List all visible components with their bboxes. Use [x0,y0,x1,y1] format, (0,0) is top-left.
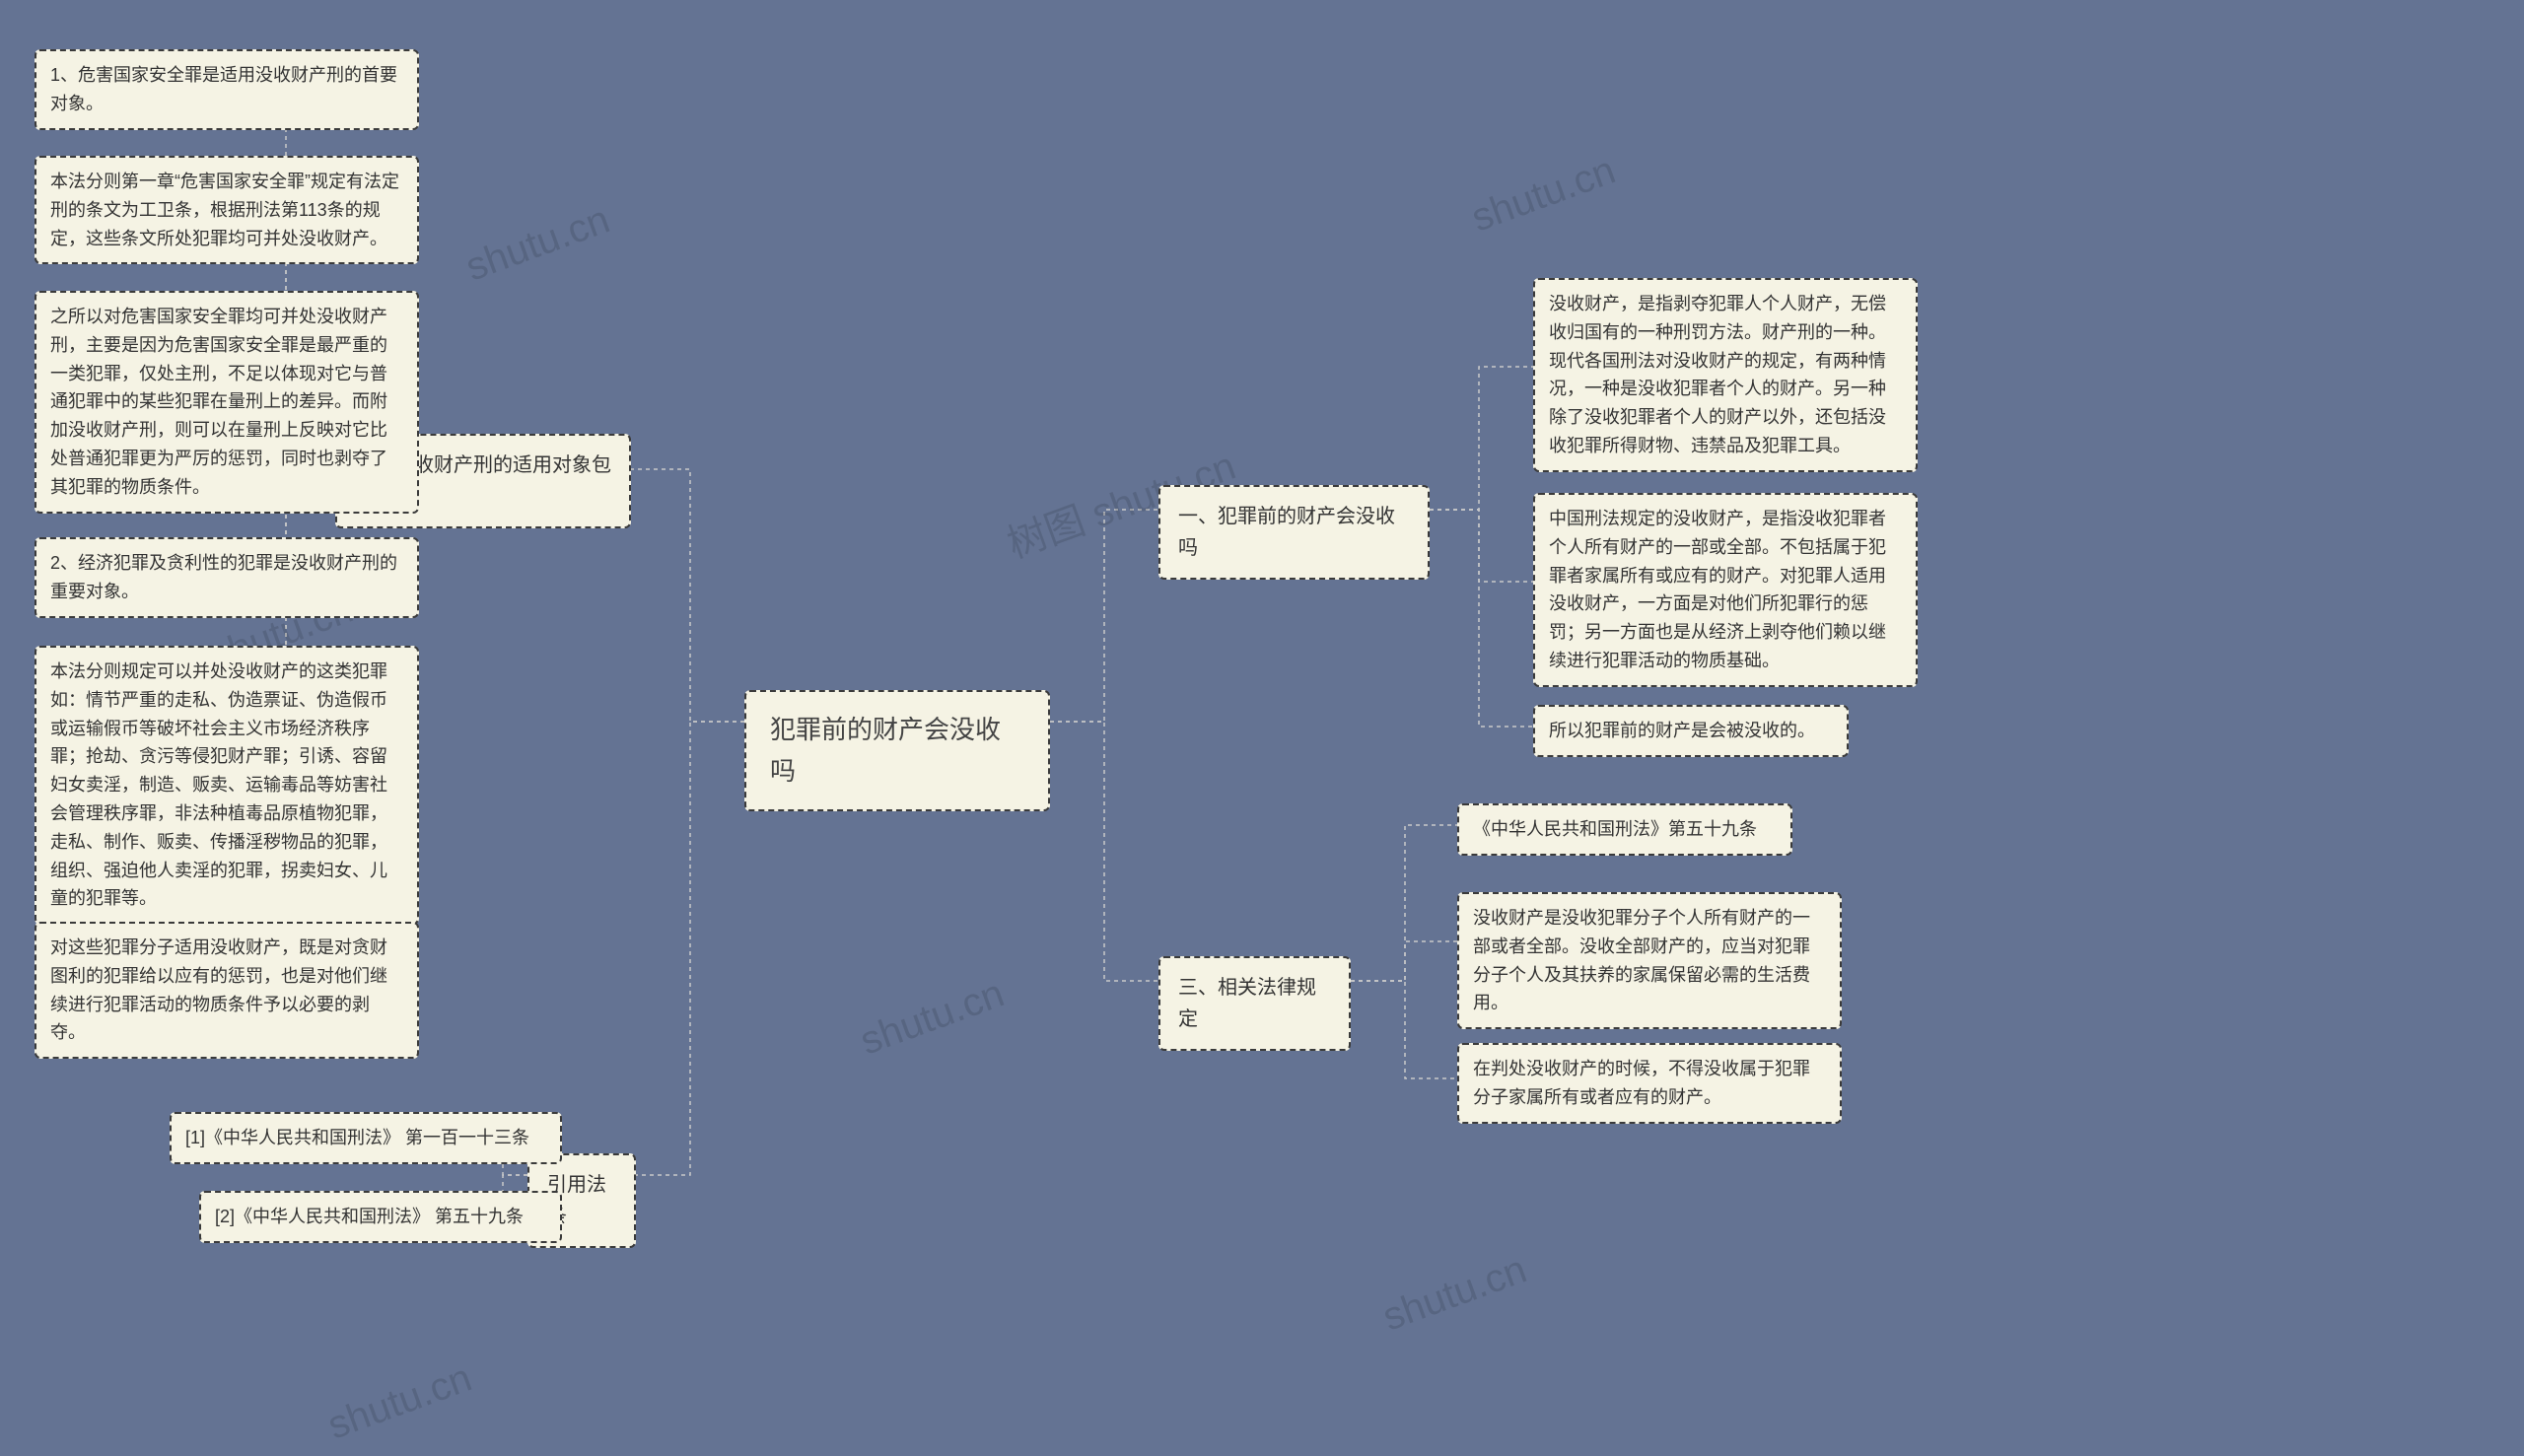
leaf-node[interactable]: 《中华人民共和国刑法》第五十九条 [1457,803,1792,856]
leaf-node[interactable]: [1]《中华人民共和国刑法》 第一百一十三条 [170,1112,562,1164]
leaf-node[interactable]: 没收财产，是指剥夺犯罪人个人财产，无偿收归国有的一种刑罚方法。财产刑的一种。现代… [1533,278,1918,472]
leaf-node[interactable]: 在判处没收财产的时候，不得没收属于犯罪分子家属所有或者应有的财产。 [1457,1043,1842,1124]
center-node[interactable]: 犯罪前的财产会没收吗 [744,690,1050,811]
watermark: shutu.cn [1466,148,1621,241]
leaf-node[interactable]: 1、危害国家安全罪是适用没收财产刑的首要对象。 [35,49,419,130]
leaf-node[interactable]: 2、经济犯罪及贪利性的犯罪是没收财产刑的重要对象。 [35,537,419,618]
leaf-node[interactable]: 本法分则规定可以并处没收财产的这类犯罪如：情节严重的走私、伪造票证、伪造假币或运… [35,646,419,925]
leaf-node[interactable]: 所以犯罪前的财产是会被没收的。 [1533,705,1849,757]
leaf-node[interactable]: [2]《中华人民共和国刑法》 第五十九条 [199,1191,562,1243]
watermark: shutu.cn [460,197,615,290]
leaf-node[interactable]: 之所以对危害国家安全罪均可并处没收财产刑，主要是因为危害国家安全罪是最严重的一类… [35,291,419,514]
branch-node-r1[interactable]: 一、犯罪前的财产会没收吗 [1158,485,1430,580]
leaf-node[interactable]: 本法分则第一章“危害国家安全罪”规定有法定刑的条文为工卫条，根据刑法第113条的… [35,156,419,264]
leaf-node[interactable]: 中国刑法规定的没收财产，是指没收犯罪者个人所有财产的一部或全部。不包括属于犯罪者… [1533,493,1918,687]
branch-node-r2[interactable]: 三、相关法律规定 [1158,956,1351,1051]
leaf-node[interactable]: 没收财产是没收犯罪分子个人所有财产的一部或者全部。没收全部财产的，应当对犯罪分子… [1457,892,1842,1029]
leaf-node[interactable]: 对这些犯罪分子适用没收财产，既是对贪财图利的犯罪给以应有的惩罚，也是对他们继续进… [35,922,419,1059]
watermark: shutu.cn [322,1355,477,1448]
watermark: shutu.cn [855,971,1010,1064]
watermark: shutu.cn [1377,1247,1532,1340]
